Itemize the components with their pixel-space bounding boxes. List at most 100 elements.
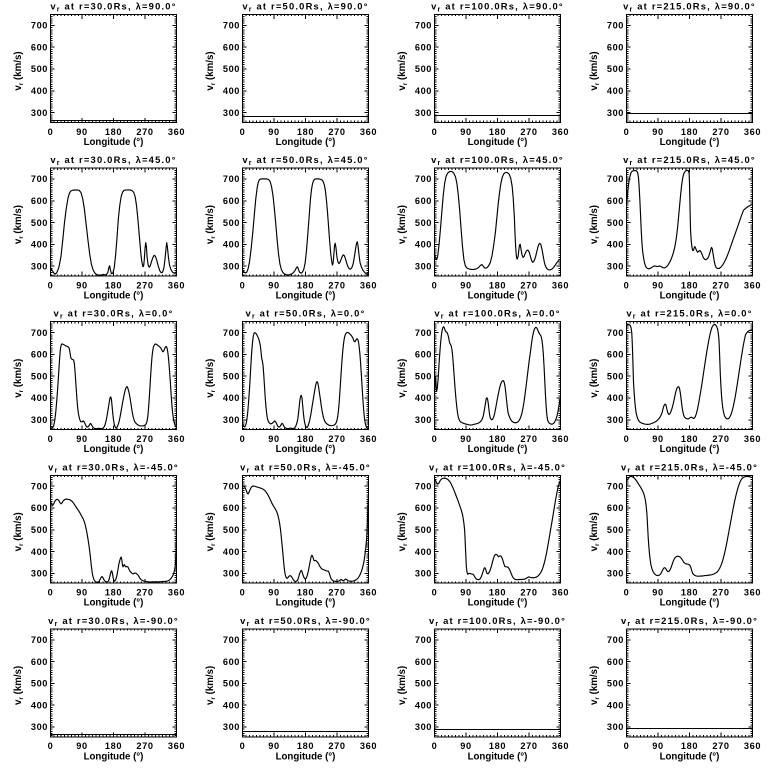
svg-text:270: 270 [328, 127, 345, 137]
svg-text:Longitude (°): Longitude (°) [276, 137, 336, 148]
svg-text:0: 0 [624, 741, 630, 751]
svg-text:Longitude (°): Longitude (°) [660, 291, 720, 302]
svg-text:360: 360 [168, 434, 185, 444]
svg-text:700: 700 [31, 328, 48, 338]
svg-text:360: 360 [360, 434, 377, 444]
svg-text:700: 700 [607, 174, 624, 184]
svg-text:300: 300 [607, 569, 624, 579]
svg-text:400: 400 [415, 547, 432, 557]
svg-text:270: 270 [136, 741, 153, 751]
svg-text:500: 500 [607, 218, 624, 228]
svg-text:Longitude (°): Longitude (°) [468, 291, 528, 302]
svg-text:270: 270 [520, 280, 537, 290]
svg-text:0: 0 [48, 280, 54, 290]
svg-text:vr (km/s): vr (km/s) [589, 512, 601, 551]
svg-text:180: 180 [105, 741, 122, 751]
svg-text:400: 400 [607, 547, 624, 557]
svg-text:700: 700 [607, 635, 624, 645]
svg-text:90: 90 [652, 741, 663, 751]
svg-text:600: 600 [223, 42, 240, 52]
svg-text:600: 600 [223, 657, 240, 667]
svg-text:90: 90 [652, 588, 663, 598]
svg-text:270: 270 [328, 588, 345, 598]
svg-text:0: 0 [240, 127, 246, 137]
svg-text:180: 180 [297, 280, 314, 290]
svg-text:vr (km/s): vr (km/s) [589, 51, 601, 90]
svg-text:90: 90 [652, 434, 663, 444]
svg-text:vr (km/s): vr (km/s) [13, 51, 25, 90]
svg-text:180: 180 [297, 127, 314, 137]
svg-text:vr (km/s): vr (km/s) [13, 512, 25, 551]
svg-text:0: 0 [624, 280, 630, 290]
svg-text:180: 180 [681, 280, 698, 290]
svg-text:Longitude (°): Longitude (°) [276, 291, 336, 302]
svg-text:300: 300 [415, 261, 432, 271]
svg-text:270: 270 [712, 434, 729, 444]
svg-text:400: 400 [607, 393, 624, 403]
svg-text:vr (km/s): vr (km/s) [13, 205, 25, 244]
svg-text:600: 600 [31, 503, 48, 513]
svg-text:600: 600 [415, 196, 432, 206]
svg-text:600: 600 [223, 350, 240, 360]
svg-text:360: 360 [360, 127, 377, 137]
svg-text:500: 500 [415, 679, 432, 689]
svg-text:270: 270 [520, 127, 537, 137]
svg-text:90: 90 [76, 127, 87, 137]
svg-text:vr at r=30.0Rs, λ=-90.0°: vr at r=30.0Rs, λ=-90.0° [48, 615, 179, 628]
svg-text:700: 700 [31, 635, 48, 645]
svg-text:90: 90 [460, 127, 471, 137]
svg-text:270: 270 [328, 741, 345, 751]
svg-text:0: 0 [432, 588, 438, 598]
svg-text:90: 90 [268, 280, 279, 290]
svg-text:vr (km/s): vr (km/s) [397, 205, 409, 244]
svg-text:0: 0 [48, 741, 54, 751]
svg-text:500: 500 [223, 525, 240, 535]
svg-text:500: 500 [31, 525, 48, 535]
svg-text:600: 600 [607, 42, 624, 52]
svg-text:400: 400 [223, 700, 240, 710]
svg-text:Longitude (°): Longitude (°) [84, 137, 144, 148]
svg-text:0: 0 [432, 741, 438, 751]
svg-text:600: 600 [223, 196, 240, 206]
svg-text:vr at r=100.0Rs, λ=-90.0°: vr at r=100.0Rs, λ=-90.0° [429, 615, 566, 628]
svg-text:600: 600 [607, 657, 624, 667]
svg-text:180: 180 [489, 434, 506, 444]
svg-text:vr at r=50.0Rs, λ=0.0°: vr at r=50.0Rs, λ=0.0° [246, 308, 366, 321]
svg-text:300: 300 [607, 108, 624, 118]
svg-text:500: 500 [607, 371, 624, 381]
svg-text:360: 360 [744, 127, 761, 137]
svg-text:300: 300 [31, 569, 48, 579]
svg-text:90: 90 [268, 127, 279, 137]
svg-text:400: 400 [223, 393, 240, 403]
svg-text:vr at r=215.0Rs, λ=-45.0°: vr at r=215.0Rs, λ=-45.0° [621, 461, 758, 474]
svg-text:700: 700 [223, 481, 240, 491]
svg-text:700: 700 [415, 481, 432, 491]
svg-text:600: 600 [415, 657, 432, 667]
svg-text:700: 700 [31, 174, 48, 184]
svg-text:600: 600 [31, 657, 48, 667]
svg-text:180: 180 [105, 588, 122, 598]
svg-text:vr at r=30.0Rs, λ=90.0°: vr at r=30.0Rs, λ=90.0° [50, 1, 176, 14]
svg-text:300: 300 [31, 415, 48, 425]
svg-text:Longitude (°): Longitude (°) [276, 598, 336, 609]
svg-text:0: 0 [432, 280, 438, 290]
svg-text:0: 0 [48, 434, 54, 444]
svg-text:0: 0 [624, 588, 630, 598]
svg-text:400: 400 [607, 86, 624, 96]
svg-text:Longitude (°): Longitude (°) [660, 444, 720, 455]
svg-text:700: 700 [223, 328, 240, 338]
svg-text:0: 0 [240, 588, 246, 598]
svg-text:0: 0 [624, 127, 630, 137]
svg-text:360: 360 [168, 127, 185, 137]
svg-text:270: 270 [712, 741, 729, 751]
svg-text:270: 270 [712, 588, 729, 598]
svg-text:180: 180 [681, 741, 698, 751]
svg-text:270: 270 [712, 127, 729, 137]
svg-text:vr (km/s): vr (km/s) [13, 359, 25, 398]
svg-text:90: 90 [76, 280, 87, 290]
svg-text:360: 360 [552, 127, 569, 137]
svg-text:700: 700 [223, 635, 240, 645]
svg-text:500: 500 [223, 679, 240, 689]
svg-text:400: 400 [415, 393, 432, 403]
svg-text:300: 300 [415, 108, 432, 118]
